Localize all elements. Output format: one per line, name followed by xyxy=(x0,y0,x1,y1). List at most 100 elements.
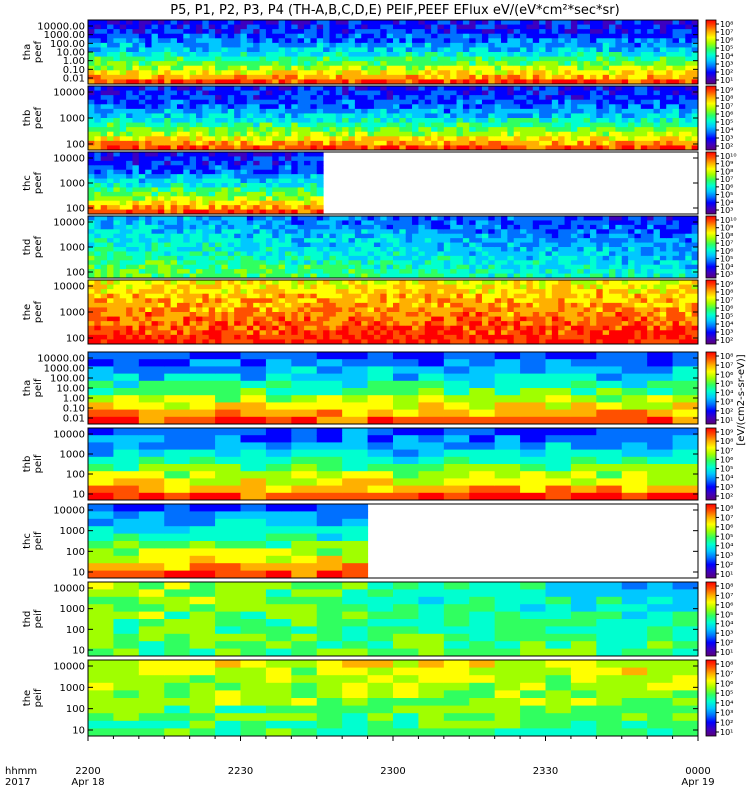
y-tick-label: 0.10 xyxy=(63,404,85,415)
colorbar-tick-label: 10⁷ xyxy=(720,175,733,184)
y-tick-label: 100 xyxy=(66,625,85,636)
colorbar-tick-label: 10³ xyxy=(720,270,733,279)
colorbar-tick-label: 10⁷ xyxy=(720,102,733,111)
colorbar-tick-label: 10⁸ xyxy=(720,231,733,240)
y-tick-label: 1000.00 xyxy=(44,30,85,41)
panel-y-label: thd peif xyxy=(22,609,44,628)
probe-label: thb xyxy=(22,110,33,127)
colorbar xyxy=(705,85,717,151)
colorbar-tick-label: 10⁷ xyxy=(720,513,733,522)
probe-label: the xyxy=(22,690,33,706)
colorbar-tick-label: 10⁵ xyxy=(720,465,733,474)
panels-group: 10000.001000.00100.0010.001.000.100.01th… xyxy=(22,19,737,737)
heatmap-cells xyxy=(88,216,699,279)
y-tick-label: 10000 xyxy=(53,662,85,673)
colorbar-tick-label: 10¹ xyxy=(720,570,733,579)
colorbar-tick-label: 10⁶ xyxy=(720,304,733,313)
colorbar-tick-label: 10⁶ xyxy=(720,183,733,192)
y-tick-label: 1000 xyxy=(60,604,85,615)
y-tick-label: 100 xyxy=(66,140,85,151)
y-tick-label: 1000 xyxy=(60,683,85,694)
product-label: peif xyxy=(33,378,44,397)
y-tick-label: 10 xyxy=(72,568,85,579)
y-tick-label: 100 xyxy=(66,547,85,558)
time-tick-date: Apr 18 xyxy=(71,777,104,788)
colorbar-tick-label: 10⁷ xyxy=(720,28,733,37)
product-label: peef xyxy=(33,235,44,258)
colorbar-tick-label: 10⁴ xyxy=(720,699,733,708)
colorbar-tick-label: 10² xyxy=(720,68,733,77)
heatmap-cells xyxy=(88,504,369,579)
time-tick-label: 2330 xyxy=(533,766,558,777)
panel-y-label: thb peef xyxy=(22,106,44,129)
probe-label: the xyxy=(22,304,33,320)
colorbar xyxy=(705,351,717,425)
colorbar-tick-label: 10³ xyxy=(720,483,733,492)
time-tick-label: 0000 xyxy=(685,766,710,777)
colorbar-tick-label: 10⁹ xyxy=(720,280,733,289)
y-tick-label: 10000 xyxy=(53,430,85,441)
colorbar-tick-label: 10⁸ xyxy=(720,504,733,513)
time-tick-label: 2200 xyxy=(75,766,100,777)
y-tick-label: 1000 xyxy=(60,114,85,125)
colorbar-tick-label: 10⁷ xyxy=(720,361,733,370)
colorbar-tick-label: 10⁵ xyxy=(720,689,733,698)
colorbar-tick-label: 10⁶ xyxy=(720,110,733,119)
colorbar-tick-label: 10³ xyxy=(720,709,733,718)
colorbar-tick-label: 10⁷ xyxy=(720,591,733,600)
colorbar-tick-label: 10¹ xyxy=(720,76,733,85)
colorbar-tick-label: 10⁶ xyxy=(720,370,733,379)
colorbar-tick-label: 10⁷ xyxy=(720,670,733,679)
colorbar-tick-label: 10⁷ xyxy=(720,239,733,248)
colorbar-tick-label: 10¹⁰ xyxy=(720,216,737,225)
heatmap-cells xyxy=(88,352,699,425)
y-tick-label: 1000 xyxy=(60,308,85,319)
probe-label: thd xyxy=(22,611,33,628)
probe-label: thc xyxy=(22,175,33,191)
time-row2-label: 2017 xyxy=(5,777,30,788)
heatmap-cells xyxy=(88,280,699,345)
y-tick-label: 100 xyxy=(66,704,85,715)
time-tick-label: 2300 xyxy=(380,766,405,777)
y-tick-label: 1000.00 xyxy=(44,364,85,375)
y-tick-label: 10 xyxy=(72,490,85,501)
colorbar xyxy=(705,581,717,657)
time-tick-label: 2230 xyxy=(228,766,253,777)
colorbar-tick-label: 10⁶ xyxy=(720,247,733,256)
colorbar-tick-label: 10⁹ xyxy=(720,224,733,233)
y-tick-label: 100 xyxy=(66,268,85,279)
colorbar-label: [eV/(cm2-s-sr-eV)] xyxy=(736,354,747,445)
colorbar-tick-label: 10⁸ xyxy=(720,352,733,361)
probe-label: tha xyxy=(22,44,33,60)
colorbar-tick-label: 10³ xyxy=(720,629,733,638)
product-label: peef xyxy=(33,171,44,194)
y-tick-label: 10000 xyxy=(53,584,85,595)
probe-label: thb xyxy=(22,456,33,473)
time-row1-label: hhmm xyxy=(5,766,37,777)
y-tick-label: 100 xyxy=(66,204,85,215)
colorbar xyxy=(705,503,717,579)
colorbar xyxy=(705,659,717,737)
heatmap-cells xyxy=(88,582,699,657)
colorbar-tick-label: 10² xyxy=(720,492,733,501)
panel-y-label: tha peif xyxy=(22,378,44,397)
colorbar-tick-label: 10⁴ xyxy=(720,389,733,398)
colorbar-tick-label: 10¹ xyxy=(720,648,733,657)
colorbar-tick-label: 10⁸ xyxy=(720,94,733,103)
colorbar-tick-label: 10⁶ xyxy=(720,679,733,688)
y-tick-label: 1000 xyxy=(60,526,85,537)
product-label: peif xyxy=(33,454,44,473)
colorbar-tick-label: 10⁷ xyxy=(720,296,733,305)
y-tick-label: 0.10 xyxy=(63,65,85,76)
colorbar-tick-label: 10⁶ xyxy=(720,455,733,464)
probe-label: thd xyxy=(22,239,33,256)
heatmap-cells xyxy=(88,86,699,151)
panel-y-label: the peif xyxy=(22,688,44,707)
heatmap-cells xyxy=(88,20,699,85)
colorbar xyxy=(705,19,717,85)
